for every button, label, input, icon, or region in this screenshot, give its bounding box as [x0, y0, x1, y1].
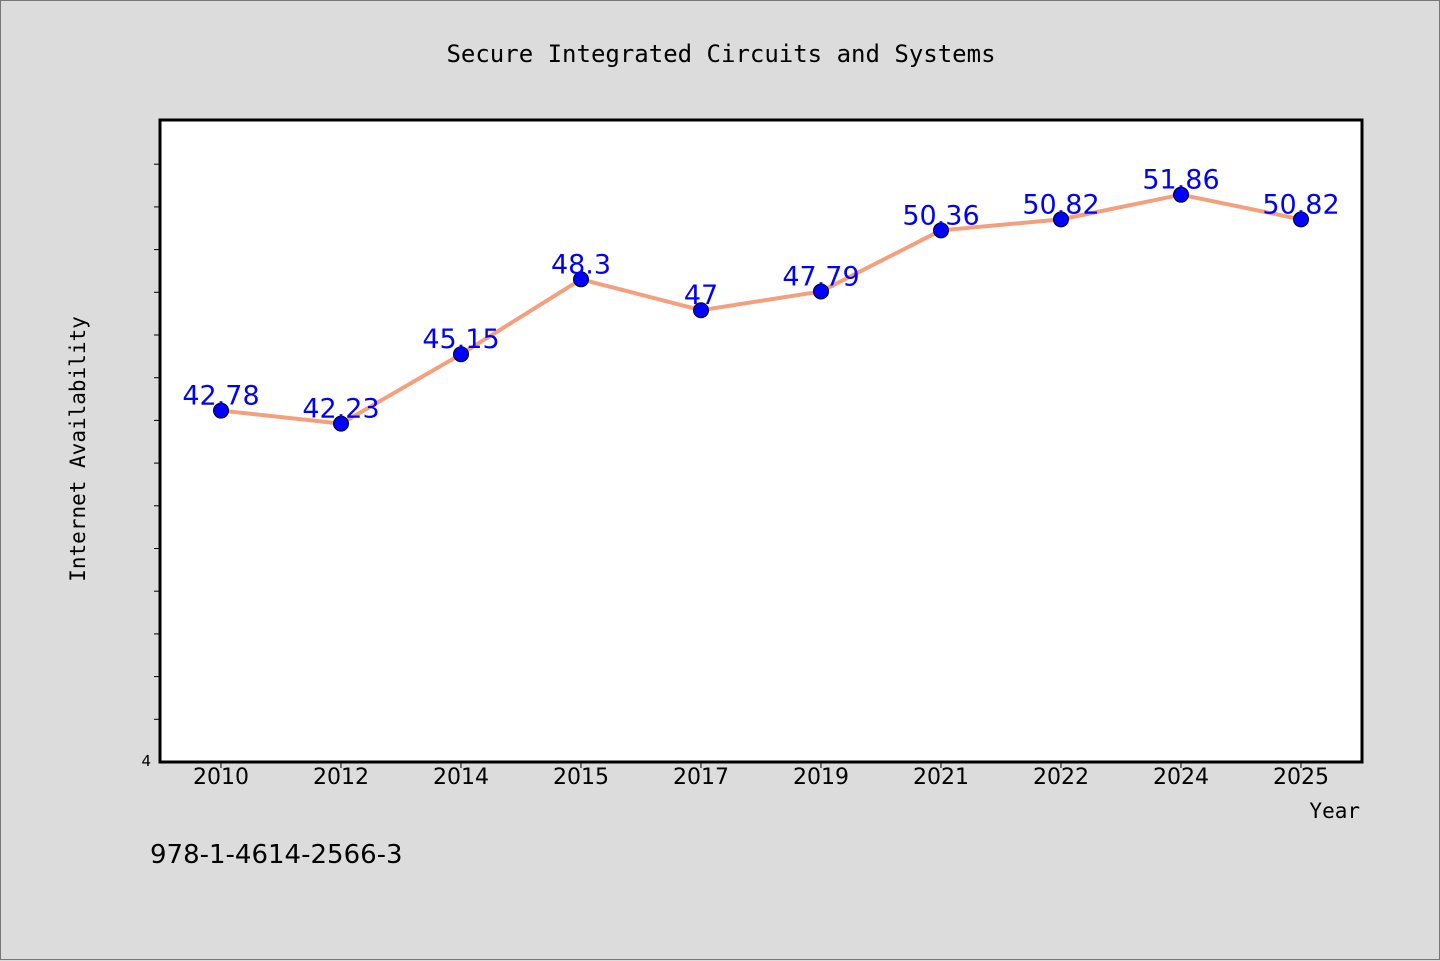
- y-tick-label: 4: [141, 752, 151, 770]
- x-tick-label: 2015: [553, 765, 609, 790]
- data-label: 42.23: [302, 394, 379, 425]
- x-tick-label: 2014: [433, 765, 489, 790]
- data-label: 51.86: [1142, 165, 1219, 196]
- data-point: [1173, 186, 1189, 203]
- x-tick-label: 2012: [313, 765, 369, 790]
- data-point: [453, 346, 469, 363]
- data-label: 42.78: [182, 381, 259, 412]
- series-line: [219, 192, 1303, 426]
- data-label: 48.3: [551, 249, 611, 280]
- x-axis-ticks: 2010 2012 2014 2015 2017 2019 2021 2022 2024 2025: [193, 762, 1329, 790]
- data-point: [693, 302, 709, 319]
- data-label: 47.79: [782, 261, 859, 292]
- data-label: 50.36: [902, 200, 979, 231]
- plot-area: [158, 118, 1364, 764]
- data-point: [213, 402, 229, 419]
- isbn-text: 978-1-4614-2566-3: [150, 840, 403, 870]
- data-label: 45.15: [422, 324, 499, 355]
- data-point: [573, 271, 589, 288]
- data-point: [1053, 211, 1069, 228]
- data-labels: 42.78 42.23 45.15 48.3 47 47.79 50.36 50.82 51.8…: [182, 165, 1339, 425]
- x-tick-label: 2024: [1153, 765, 1209, 790]
- x-axis-label: Year: [1309, 799, 1360, 823]
- chart-title: Secure Integrated Circuits and Systems: [446, 40, 995, 68]
- data-point: [933, 222, 949, 239]
- x-tick-label: 2021: [913, 765, 969, 790]
- data-points: [213, 186, 1309, 432]
- data-point: [813, 283, 829, 300]
- data-point: [333, 415, 349, 432]
- data-label: 47: [684, 280, 718, 311]
- y-axis-label: Internet Availability: [66, 316, 90, 582]
- x-tick-label: 2010: [193, 765, 249, 790]
- x-tick-label: 2017: [673, 765, 729, 790]
- x-tick-label: 2025: [1273, 765, 1329, 790]
- x-tick-label: 2022: [1033, 765, 1089, 790]
- data-label: 50.82: [1262, 189, 1339, 220]
- data-point: [1293, 211, 1309, 228]
- y-axis-ticks: [154, 163, 160, 720]
- x-tick-label: 2019: [793, 765, 849, 790]
- data-label: 50.82: [1022, 189, 1099, 220]
